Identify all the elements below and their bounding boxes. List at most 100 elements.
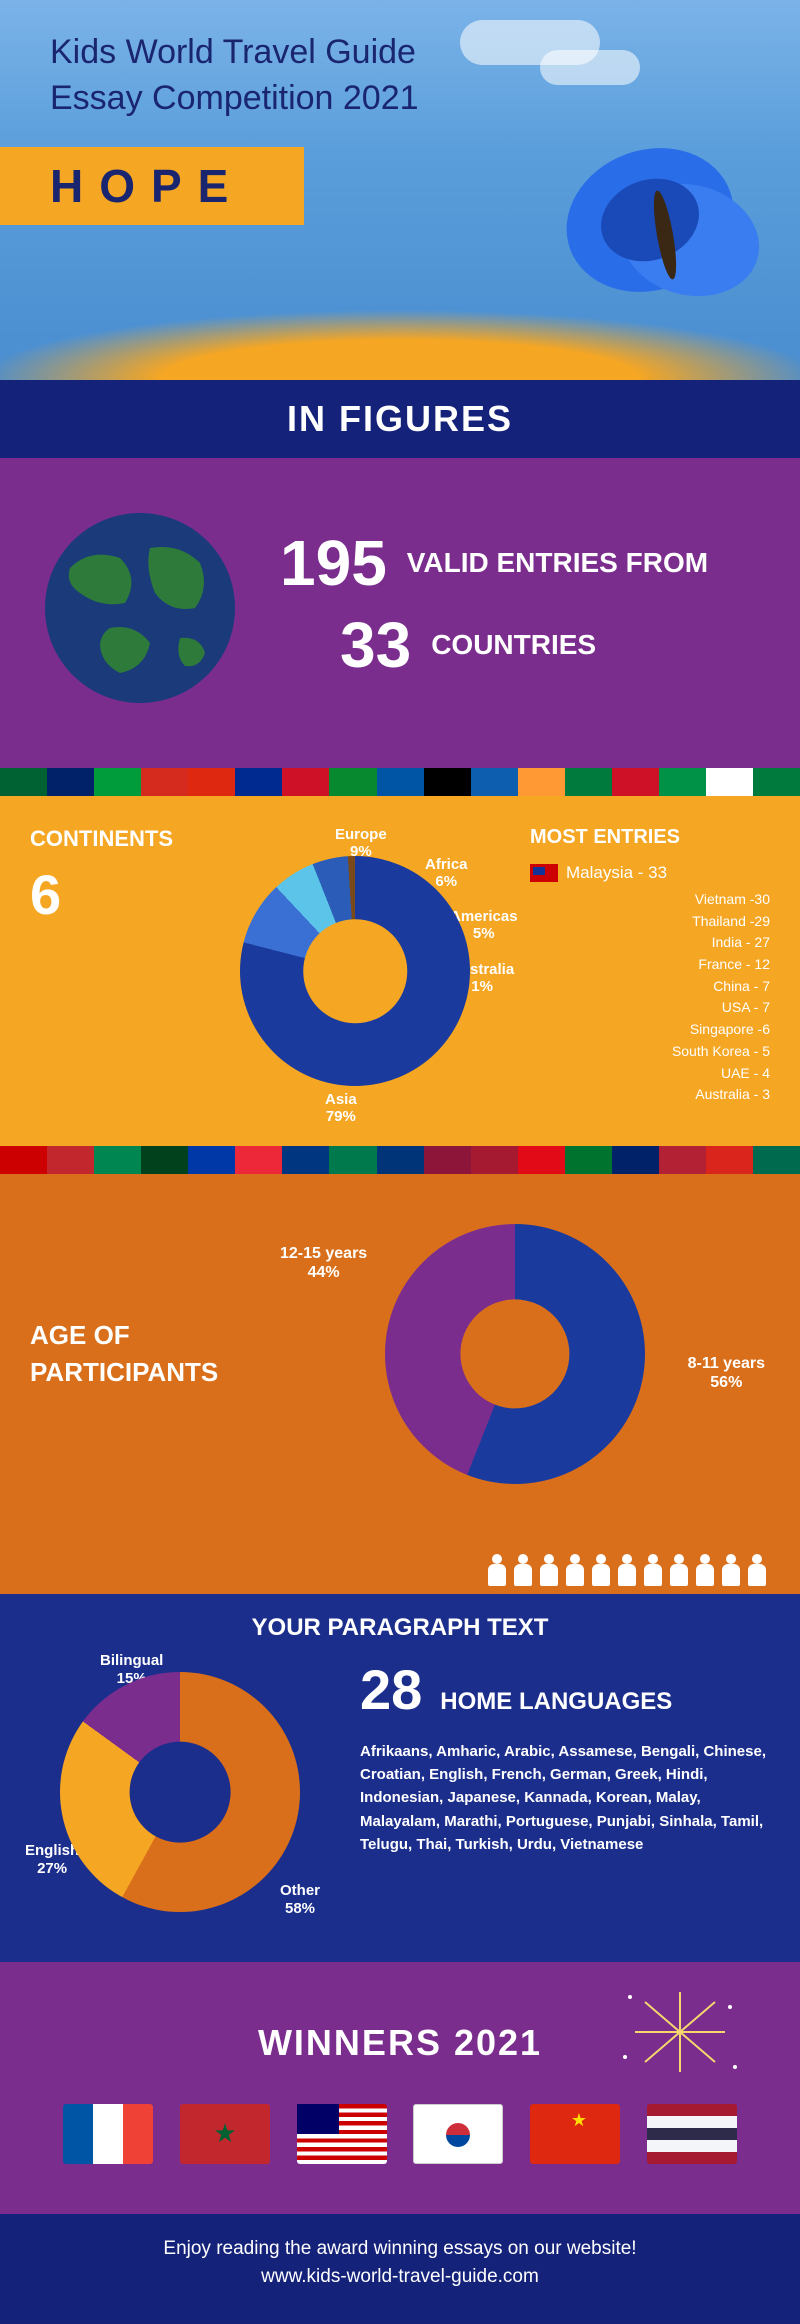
most-entries-block: MOST ENTRIES Malaysia - 33 Vietnam -30Th… [530,826,770,1106]
malaysia-flag-icon [530,864,558,882]
flag-chip [0,1146,47,1174]
languages-count: 28 [360,1657,422,1722]
person-icon [640,1554,666,1594]
flag-chip [753,1146,800,1174]
flags-strip-2 [0,1146,800,1174]
flag-france [63,2104,153,2164]
age-label-8-11: 8-11 years56% [688,1354,765,1392]
person-icon [510,1554,536,1594]
most-first-text: Malaysia - 33 [566,863,667,883]
person-icon [692,1554,718,1594]
person-icon [614,1554,640,1594]
hero-title: Kids World Travel Guide Essay Competitio… [0,0,800,122]
lang-label-other: Other58% [280,1882,320,1918]
flag-chip [565,768,612,796]
flag-chip [706,1146,753,1174]
person-icon [484,1554,510,1594]
age-section: AGE OF PARTICIPANTS 12-15 years44% 8-11 … [0,1174,800,1554]
infographic-root: Kids World Travel Guide Essay Competitio… [0,0,800,2324]
flag-morocco: ★ [180,2104,270,2164]
flag-malaysia [297,2104,387,2164]
person-icon [744,1554,770,1594]
cloud-deco [540,50,640,85]
flag-chip [612,1146,659,1174]
flag-chip [329,1146,376,1174]
flag-chip [141,1146,188,1174]
continents-count: 6 [30,862,180,927]
footer-line-2: www.kids-world-travel-guide.com [0,2266,800,2288]
paragraph-title: YOUR PARAGRAPH TEXT [30,1614,770,1642]
flag-chip [47,768,94,796]
age-label-12-15: 12-15 years44% [280,1244,367,1282]
most-entries-first: Malaysia - 33 [530,863,770,883]
flag-chip [424,1146,471,1174]
flag-chip [282,768,329,796]
languages-donut-chart: Bilingual15% English27% Other58% [30,1652,330,1912]
hope-text: HOPE [50,160,244,212]
age-title: AGE OF PARTICIPANTS [30,1317,260,1390]
flag-chip [235,768,282,796]
flag-chip [235,1146,282,1174]
flag-chip [753,768,800,796]
flag-chip [518,768,565,796]
donut-label-asia: Asia79% [325,1091,357,1126]
person-icon [562,1554,588,1594]
flag-chip [0,768,47,796]
most-entries-list: Vietnam -30Thailand -29India - 27France … [530,889,770,1106]
flag-chip [424,768,471,796]
continents-count-block: CONTINENTS 6 [30,826,180,1106]
person-icon [718,1554,744,1594]
firework-icon [610,1977,750,2087]
flag-chip [329,768,376,796]
continents-title: CONTINENTS [30,826,180,852]
flag-chip [188,768,235,796]
butterfly-icon [520,110,770,330]
languages-list: Afrikaans, Amharic, Arabic, Assamese, Be… [360,1740,770,1856]
winner-flags-row: ★★ [30,2104,770,2164]
donut-age [385,1224,645,1484]
stats-section: 195 VALID ENTRIES FROM 33 COUNTRIES [0,458,800,768]
stats-numbers: 195 VALID ENTRIES FROM 33 COUNTRIES [280,526,760,690]
person-icon [666,1554,692,1594]
flag-chip [188,1146,235,1174]
footer-bar: Enjoy reading the award winning essays o… [0,2214,800,2324]
age-title-block: AGE OF PARTICIPANTS [30,1317,260,1390]
countries-label: COUNTRIES [431,630,596,661]
flag-thailand [647,2104,737,2164]
flag-chip [141,768,188,796]
in-figures-heading: IN FIGURES [0,398,800,440]
entries-number: 195 [280,526,387,600]
flag-chip [94,768,141,796]
flag-chip [282,1146,329,1174]
countries-number: 33 [340,608,411,682]
languages-home-label: HOME LANGUAGES [440,1688,672,1716]
flag-chip [471,768,518,796]
flag-chip [94,1146,141,1174]
continents-section: CONTINENTS 6 Europe9% Africa6% Americas5… [0,796,800,1146]
flag-chip [518,1146,565,1174]
donut-languages [60,1672,300,1912]
languages-list-block: 28 HOME LANGUAGES Afrikaans, Amharic, Ar… [360,1652,770,1912]
flag-chip [47,1146,94,1174]
donut-continents [240,856,470,1086]
globe-icon [40,508,240,708]
flag-chip [706,768,753,796]
flag-south-korea [413,2104,503,2164]
flag-chip [659,1146,706,1174]
in-figures-bar: IN FIGURES [0,380,800,458]
languages-section: YOUR PARAGRAPH TEXT Bilingual15% English… [0,1594,800,1962]
flag-chip [377,768,424,796]
flag-chip [659,768,706,796]
lang-label-english: English27% [25,1842,79,1878]
people-icons-strip [0,1554,800,1594]
flag-chip [565,1146,612,1174]
title-line-1: Kids World Travel Guide [50,30,800,76]
flag-chip [612,768,659,796]
entries-label: VALID ENTRIES FROM [407,548,708,579]
hope-badge: HOPE [0,147,304,225]
flag-chip [471,1146,518,1174]
most-entries-title: MOST ENTRIES [530,826,770,849]
person-icon [588,1554,614,1594]
flag-china: ★ [530,2104,620,2164]
flag-chip [377,1146,424,1174]
